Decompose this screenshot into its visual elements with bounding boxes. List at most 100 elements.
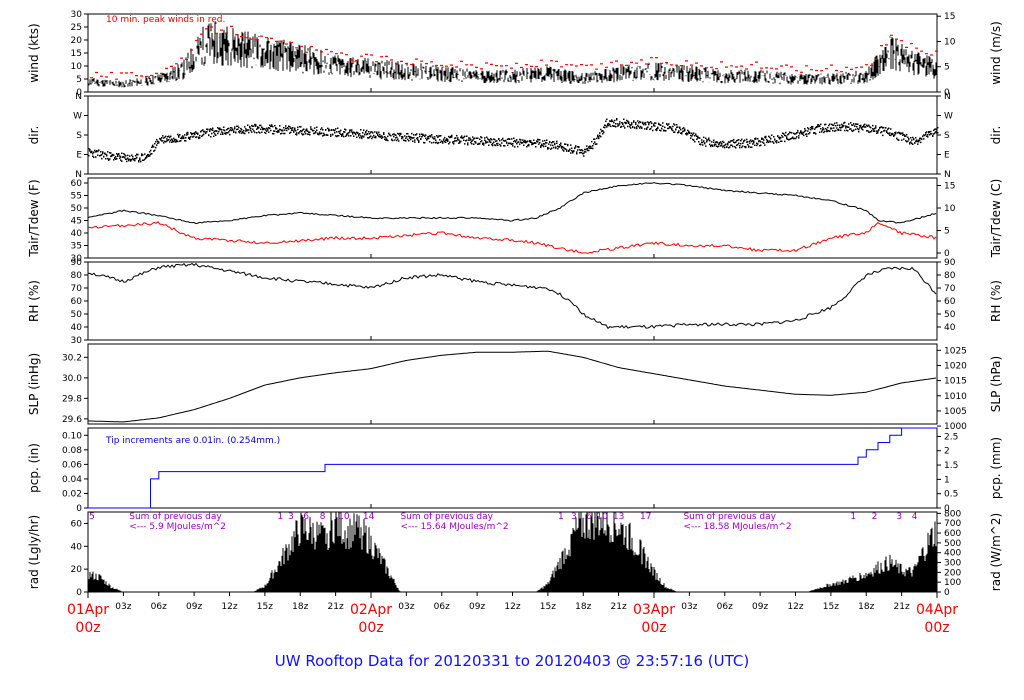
temperature-ytick-label: 50 [71, 204, 83, 214]
wind-ytick-label: 25 [71, 23, 82, 33]
rad-sum-value: <--- 5.9 MJoules/m^2 [129, 522, 226, 532]
radiation-ytick-label: 60 [71, 519, 83, 529]
rad-hour-mark: 14 [363, 512, 375, 522]
x-tick-label: 12z [787, 602, 803, 612]
temperature-ytick-label: 45 [71, 217, 82, 227]
wind-ytick-label: 0 [76, 88, 82, 98]
precipitation-ylabel-left: pcp. (in) [27, 443, 41, 493]
rh-rtick-label: 40 [944, 323, 956, 333]
temperature-ytick-label: 35 [71, 242, 82, 252]
wind-rtick-label: 10 [944, 37, 956, 47]
rad-hour-mark: 10 [338, 512, 350, 522]
x-tick-label: 18z [575, 602, 591, 612]
x-tick-label: 09z [186, 602, 202, 612]
radiation-ylabel-right: rad (W/m^2) [989, 513, 1003, 591]
temperature-ytick-label: 40 [71, 229, 83, 239]
rh-panel: RH (%) RH (%) 30 40 50 60 70 80 90 40 50 60 70 80 90 [27, 258, 1003, 346]
radiation-rtick-label: 500 [944, 539, 961, 549]
direction-rtick-label: S [944, 131, 950, 141]
pressure-ytick-label: 30.2 [62, 353, 82, 363]
tdew-series [87, 221, 937, 254]
pressure-rtick-label: 1020 [944, 361, 967, 371]
precipitation-rtick-label: 0 [944, 504, 950, 514]
precipitation-rtick-label: 2 [944, 447, 950, 457]
rh-rtick-label: 90 [944, 258, 956, 268]
precipitation-panel: pcp. (in) pcp. (mm) 0 0.02 0.04 0.06 0.08 0.10 0… [27, 427, 1003, 514]
x-day-hour-label: 00z [358, 620, 383, 636]
rh-ytick-label: 70 [71, 284, 83, 294]
rh-ytick-label: 90 [71, 258, 83, 268]
precipitation-ytick-label: 0.04 [62, 475, 82, 485]
pressure-ylabel-right: SLP (hPa) [989, 356, 1003, 412]
rad-hour-mark: 1 [558, 512, 564, 522]
direction-rtick-label: N [944, 92, 951, 102]
rad-hour-mark: 3 [288, 512, 294, 522]
radiation-ytick-label: 40 [71, 542, 83, 552]
rh-rtick-label: 80 [944, 271, 956, 281]
direction-ytick-label: N [75, 92, 82, 102]
x-tick-label: 15z [540, 602, 556, 612]
rad-annotation: 5 [89, 512, 95, 522]
x-day-label: 01Apr [67, 602, 109, 618]
precipitation-rtick-label: 0.5 [944, 490, 958, 500]
wind-ytick-label: 15 [71, 49, 82, 59]
rh-ytick-label: 50 [71, 310, 83, 320]
wind-rtick-label: 5 [944, 63, 950, 73]
x-day-label: 04Apr [916, 602, 958, 618]
precipitation-frame [87, 427, 938, 509]
direction-ylabel-right: dir. [989, 126, 1003, 145]
radiation-rtick-label: 700 [944, 519, 961, 529]
rad-sum-label: Sum of previous day [129, 512, 222, 522]
rad-hour-mark: 10 [596, 512, 608, 522]
temperature-frame [87, 177, 938, 259]
wind-rtick-label: 0 [944, 88, 950, 98]
x-tick-label: 15z [823, 602, 839, 612]
x-day-label: 03Apr [633, 602, 675, 618]
x-tick-label: 06z [151, 602, 167, 612]
rh-rtick-label: 50 [944, 310, 956, 320]
rad-hour-mark: 6 [303, 512, 309, 522]
precipitation-ytick-label: 0.02 [62, 489, 82, 499]
rad-hour-mark: 13 [613, 512, 624, 522]
x-axis: 03z 06z 09z 12z 15z 18z 21z 03z 06z 09z 12z 15z 18z 2… [67, 592, 958, 636]
wind-annotation: 10 min. peak winds in red. [106, 15, 225, 25]
direction-ylabel-left: dir. [27, 126, 41, 145]
rh-ytick-label: 80 [71, 271, 83, 281]
precipitation-ytick-label: 0.06 [62, 460, 82, 470]
direction-series [88, 117, 939, 163]
rad-hour-mark: 1 [850, 512, 856, 522]
rad-hour-mark: 4 [912, 512, 918, 522]
x-tick-label: 09z [752, 602, 768, 612]
rh-frame [87, 261, 938, 341]
radiation-ylabel-left: rad (Lgly/hr) [27, 515, 41, 589]
wind-ytick-label: 30 [71, 10, 83, 20]
precipitation-rtick-label: 1 [944, 475, 950, 485]
precipitation-rtick-label: 2.5 [944, 432, 958, 442]
wind-ylabel-left: wind (kts) [27, 23, 41, 82]
wind-series [87, 22, 938, 88]
wind-ytick-label: 20 [71, 36, 83, 46]
x-tick-label: 18z [858, 602, 874, 612]
pressure-rtick-label: 1000 [944, 422, 967, 432]
rad-hour-mark: 3 [896, 512, 902, 522]
pressure-rtick-label: 1010 [944, 392, 967, 402]
x-day-hour-label: 00z [75, 620, 100, 636]
rh-ytick-label: 60 [71, 297, 83, 307]
direction-ytick-label: N [75, 170, 82, 180]
temperature-ytick-label: 30 [71, 254, 83, 264]
x-tick-label: 12z [221, 602, 237, 612]
rad-hour-mark: 3 [571, 512, 577, 522]
temperature-rtick-label: 0 [944, 249, 950, 259]
radiation-ytick-label: 0 [76, 588, 82, 598]
rad-sum-label: Sum of previous day [683, 512, 776, 522]
rad-hour-mark: 6 [586, 512, 592, 522]
rad-hour-mark: 17 [640, 512, 651, 522]
radiation-rtick-label: 0 [944, 588, 950, 598]
precipitation-ylabel-right: pcp. (mm) [989, 437, 1003, 499]
rad-hour-mark: 1 [277, 512, 283, 522]
pcp-annotation: Tip increments are 0.01in. (0.254mm.) [105, 436, 280, 446]
peak-wind-series [90, 25, 938, 80]
pressure-rtick-label: 1025 [944, 346, 967, 356]
rad-sum-value: <--- 18.58 MJoules/m^2 [683, 522, 791, 532]
